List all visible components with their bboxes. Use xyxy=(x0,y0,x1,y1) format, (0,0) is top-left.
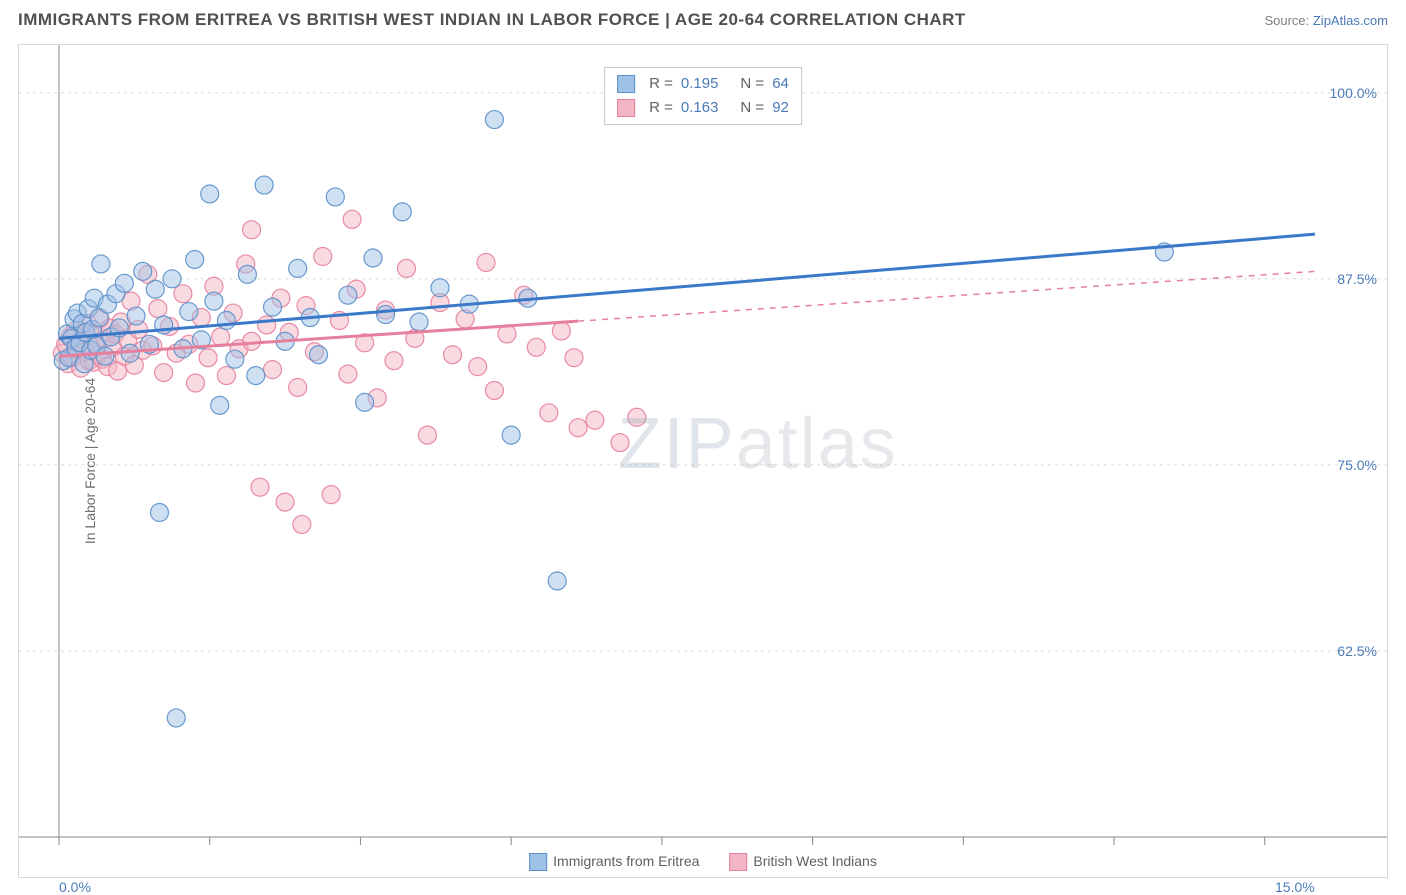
data-point xyxy=(289,259,307,277)
data-point xyxy=(146,280,164,298)
trend-line xyxy=(59,234,1315,338)
correlation-legend: R = 0.195N = 64R = 0.163N = 92 xyxy=(604,67,802,125)
data-point xyxy=(186,250,204,268)
y-tick-label: 100.0% xyxy=(1330,85,1377,101)
legend-swatch xyxy=(529,853,547,871)
data-point xyxy=(322,486,340,504)
data-point xyxy=(377,306,395,324)
data-point xyxy=(431,279,449,297)
y-tick-label: 62.5% xyxy=(1337,643,1377,659)
data-point xyxy=(385,352,403,370)
source-label: Source: ZipAtlas.com xyxy=(1264,13,1388,28)
scatter-plot xyxy=(19,45,1387,877)
data-point xyxy=(397,259,415,277)
legend-label: Immigrants from Eritrea xyxy=(553,853,699,869)
data-point xyxy=(211,396,229,414)
data-point xyxy=(226,350,244,368)
data-point xyxy=(134,262,152,280)
data-point xyxy=(326,188,344,206)
data-point xyxy=(217,367,235,385)
data-point xyxy=(343,210,361,228)
data-point xyxy=(565,349,583,367)
legend-swatch xyxy=(729,853,747,871)
legend-item: British West Indians xyxy=(729,853,876,871)
data-point xyxy=(251,478,269,496)
data-point xyxy=(477,253,495,271)
data-point xyxy=(174,285,192,303)
series-legend: Immigrants from Eritrea British West Indi… xyxy=(523,851,883,873)
data-point xyxy=(264,298,282,316)
x-tick-label: 0.0% xyxy=(59,879,91,895)
data-point xyxy=(552,322,570,340)
data-point xyxy=(186,374,204,392)
data-point xyxy=(149,300,167,318)
data-point xyxy=(201,185,219,203)
data-point xyxy=(127,307,145,325)
data-point xyxy=(293,515,311,533)
data-point xyxy=(243,221,261,239)
y-tick-label: 75.0% xyxy=(1337,457,1377,473)
data-point xyxy=(485,381,503,399)
data-point xyxy=(238,265,256,283)
data-point xyxy=(339,286,357,304)
data-point xyxy=(155,364,173,382)
data-point xyxy=(247,367,265,385)
chart-title: IMMIGRANTS FROM ERITREA VS BRITISH WEST … xyxy=(18,10,966,30)
data-point xyxy=(527,338,545,356)
data-point xyxy=(163,270,181,288)
y-tick-label: 87.5% xyxy=(1337,271,1377,287)
legend-label: British West Indians xyxy=(753,853,876,869)
data-point xyxy=(410,313,428,331)
legend-item: Immigrants from Eritrea xyxy=(529,853,699,871)
chart-area: In Labor Force | Age 20-64 ZIPatlas R = … xyxy=(18,44,1388,878)
data-point xyxy=(255,176,273,194)
data-point xyxy=(540,404,558,422)
trend-line-dashed xyxy=(578,271,1315,321)
data-point xyxy=(569,419,587,437)
data-point xyxy=(212,328,230,346)
data-point xyxy=(205,292,223,310)
data-point xyxy=(586,411,604,429)
data-point xyxy=(628,408,646,426)
data-point xyxy=(485,111,503,129)
legend-stat-row: R = 0.163N = 92 xyxy=(617,96,789,120)
data-point xyxy=(548,572,566,590)
data-point xyxy=(96,347,114,365)
data-point xyxy=(418,426,436,444)
data-point xyxy=(314,248,332,266)
x-tick-label: 15.0% xyxy=(1275,879,1315,895)
data-point xyxy=(310,346,328,364)
data-point xyxy=(199,349,217,367)
legend-swatch xyxy=(617,99,635,117)
data-point xyxy=(339,365,357,383)
data-point xyxy=(469,358,487,376)
legend-stat-row: R = 0.195N = 64 xyxy=(617,72,789,96)
legend-swatch xyxy=(617,75,635,93)
data-point xyxy=(393,203,411,221)
data-point xyxy=(356,393,374,411)
data-point xyxy=(444,346,462,364)
data-point xyxy=(276,493,294,511)
data-point xyxy=(92,255,110,273)
source-link[interactable]: ZipAtlas.com xyxy=(1313,13,1388,28)
data-point xyxy=(289,378,307,396)
data-point xyxy=(180,303,198,321)
data-point xyxy=(150,504,168,522)
data-point xyxy=(217,312,235,330)
data-point xyxy=(502,426,520,444)
data-point xyxy=(264,361,282,379)
data-point xyxy=(115,274,133,292)
data-point xyxy=(167,709,185,727)
data-point xyxy=(364,249,382,267)
data-point xyxy=(611,434,629,452)
data-point xyxy=(258,316,276,334)
